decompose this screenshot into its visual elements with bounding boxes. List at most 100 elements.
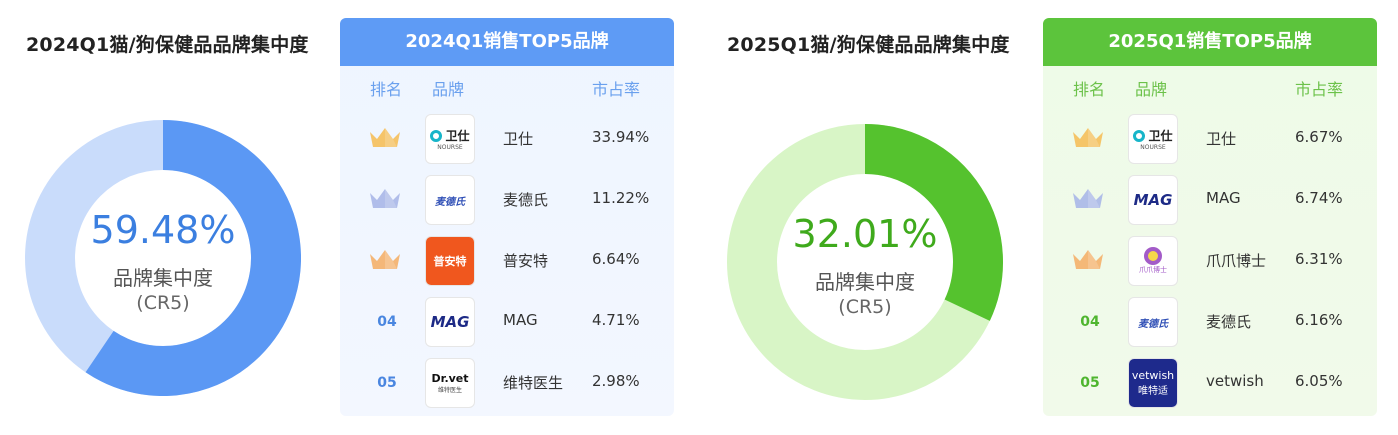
- brand-name: MAG: [503, 311, 538, 329]
- rank-cell: 05: [368, 370, 406, 396]
- column-headers-2024: 排名 品牌 市占率: [340, 66, 674, 108]
- market-share: 6.67%: [1295, 128, 1343, 146]
- table-rows-2025: 卫仕 NOURSE 卫仕 6.67% MAG MAG 6.74% 爪爪博士 爪爪博士 6.31% 0…: [1043, 108, 1377, 413]
- brand-logo-text: 卫仕: [445, 129, 470, 143]
- rank-cell: 04: [368, 309, 406, 335]
- column-headers-2025: 排名 品牌 市占率: [1043, 66, 1377, 108]
- top5-table-2025: 2025Q1销售TOP5品牌 排名 品牌 市占率 卫仕 NOURSE 卫仕 6.67%…: [1043, 18, 1377, 416]
- brand-logo-text: 麦德氏: [1138, 318, 1168, 330]
- col-rank-header: 排名: [1073, 80, 1106, 99]
- brand-name: 普安特: [503, 252, 549, 270]
- donut-segment-2024: [85, 120, 301, 396]
- brand-logo: 麦德氏: [1128, 297, 1178, 347]
- brand-name: 卫仕: [503, 130, 534, 148]
- panel-2025: 2025Q1猫/狗保健品品牌集中度 32.01% 品牌集中度 (CR5) 202…: [700, 0, 1398, 435]
- col-rank-header: 排名: [370, 80, 403, 99]
- table-row: MAG MAG 6.74%: [1043, 169, 1377, 230]
- col-brand-header: 品牌: [432, 80, 465, 99]
- brand-logo-subtext: NOURSE: [1140, 144, 1166, 151]
- brand-name: vetwish: [1206, 372, 1264, 390]
- table-row: 05 Dr.vet 维特医生 维特医生 2.98%: [340, 352, 674, 413]
- brand-name: MAG: [1206, 189, 1241, 207]
- brand-logo: 卫仕 NOURSE: [425, 114, 475, 164]
- market-share: 6.05%: [1295, 372, 1343, 390]
- panel-2024: 2024Q1猫/狗保健品品牌集中度 59.48% 品牌集中度 (CR5) 202…: [0, 0, 690, 435]
- bronze-crown-icon: [1071, 248, 1109, 272]
- brand-logo-text: 卫仕: [1148, 129, 1173, 143]
- col-share-header: 市占率: [592, 80, 641, 99]
- rank-cell: [1071, 187, 1109, 213]
- table-row: 普安特 普安特 6.64%: [340, 230, 674, 291]
- brand-name: 卫仕: [1206, 130, 1237, 148]
- rank-number: 05: [377, 375, 397, 391]
- brand-name: 爪爪博士: [1206, 252, 1267, 270]
- rank-cell: [368, 187, 406, 213]
- rank-number: 04: [1080, 314, 1100, 330]
- brand-logo: MAG: [425, 297, 475, 347]
- silver-crown-icon: [368, 187, 406, 211]
- brand-logo-text: 爪爪博士: [1139, 266, 1167, 274]
- market-share: 6.64%: [592, 250, 640, 268]
- donut-label-2024: 品牌集中度: [113, 266, 213, 290]
- market-share: 6.74%: [1295, 189, 1343, 207]
- brand-logo-text: MAG: [1133, 191, 1173, 209]
- rank-cell: 04: [1071, 309, 1109, 335]
- donut-svg-2024: [25, 120, 301, 396]
- table-row: 卫仕 NOURSE 卫仕 6.67%: [1043, 108, 1377, 169]
- silver-crown-icon: [1071, 187, 1109, 211]
- donut-chart-2025: 32.01% 品牌集中度 (CR5): [727, 124, 1003, 400]
- table-row: 05 vetwish 唯特适 vetwish 6.05%: [1043, 352, 1377, 413]
- table-header-2025: 2025Q1销售TOP5品牌: [1043, 18, 1377, 66]
- brand-name: 维特医生: [503, 374, 564, 392]
- market-share: 6.31%: [1295, 250, 1343, 268]
- brand-logo-subtext: NOURSE: [437, 144, 463, 151]
- brand-logo-text: Dr.vet: [431, 372, 469, 385]
- rank-cell: [1071, 126, 1109, 152]
- bronze-crown-icon: [368, 248, 406, 272]
- concentration-title-2025: 2025Q1猫/狗保健品品牌集中度: [727, 34, 1010, 56]
- table-rows-2024: 卫仕 NOURSE 卫仕 33.94% 麦德氏 麦德氏 11.22% 普安特 普安特 6.64% 0…: [340, 108, 674, 413]
- donut-svg-2025: [727, 124, 1003, 400]
- gold-crown-icon: [368, 126, 406, 150]
- brand-logo: 麦德氏: [425, 175, 475, 225]
- rank-number: 04: [377, 314, 397, 330]
- table-row: 卫仕 NOURSE 卫仕 33.94%: [340, 108, 674, 169]
- brand-logo: vetwish 唯特适: [1128, 358, 1178, 408]
- market-share: 11.22%: [592, 189, 650, 207]
- concentration-title-2024: 2024Q1猫/狗保健品品牌集中度: [26, 34, 309, 56]
- rank-cell: [368, 248, 406, 274]
- brand-logo: 普安特: [425, 236, 475, 286]
- donut-segment-2025: [864, 124, 1003, 321]
- brand-logo: Dr.vet 维特医生: [425, 358, 475, 408]
- brand-name: 麦德氏: [503, 191, 549, 209]
- table-row: 04 MAG MAG 4.71%: [340, 291, 674, 352]
- market-share: 4.71%: [592, 311, 640, 329]
- brand-logo-subtext: 唯特适: [1138, 386, 1168, 397]
- table-row: 爪爪博士 爪爪博士 6.31%: [1043, 230, 1377, 291]
- donut-sub-2025: (CR5): [838, 296, 892, 318]
- brand-logo-text: MAG: [430, 313, 470, 331]
- table-row: 麦德氏 麦德氏 11.22%: [340, 169, 674, 230]
- table-row: 04 麦德氏 麦德氏 6.16%: [1043, 291, 1377, 352]
- brand-logo-subtext: 维特医生: [437, 387, 462, 394]
- donut-value-2024: 59.48%: [90, 208, 236, 252]
- col-share-header: 市占率: [1295, 80, 1344, 99]
- top5-table-2024: 2024Q1销售TOP5品牌 排名 品牌 市占率 卫仕 NOURSE 卫仕 33.94…: [340, 18, 674, 416]
- market-share: 2.98%: [592, 372, 640, 390]
- brand-logo-text: 普安特: [433, 255, 467, 268]
- brand-logo-text: 麦德氏: [435, 196, 465, 208]
- brand-logo-text: vetwish: [1131, 369, 1175, 382]
- rank-cell: [1071, 248, 1109, 274]
- gold-crown-icon: [1071, 126, 1109, 150]
- table-header-2024: 2024Q1销售TOP5品牌: [340, 18, 674, 66]
- donut-label-2025: 品牌集中度: [815, 270, 915, 294]
- rank-cell: 05: [1071, 370, 1109, 396]
- donut-value-2025: 32.01%: [792, 212, 938, 256]
- brand-logo: MAG: [1128, 175, 1178, 225]
- brand-name: 麦德氏: [1206, 313, 1252, 331]
- donut-sub-2024: (CR5): [136, 292, 190, 314]
- brand-logo: 卫仕 NOURSE: [1128, 114, 1178, 164]
- rank-cell: [368, 126, 406, 152]
- market-share: 6.16%: [1295, 311, 1343, 329]
- brand-logo: 爪爪博士: [1128, 236, 1178, 286]
